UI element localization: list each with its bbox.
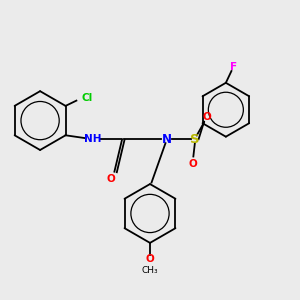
Text: N: N: [162, 133, 172, 146]
Text: NH: NH: [84, 134, 101, 144]
Text: CH₃: CH₃: [142, 266, 158, 274]
Text: S: S: [190, 133, 200, 146]
Text: O: O: [107, 174, 116, 184]
Text: Cl: Cl: [81, 93, 92, 103]
Text: O: O: [146, 254, 154, 264]
Text: O: O: [189, 159, 198, 169]
Text: F: F: [230, 62, 237, 72]
Text: O: O: [203, 112, 212, 122]
